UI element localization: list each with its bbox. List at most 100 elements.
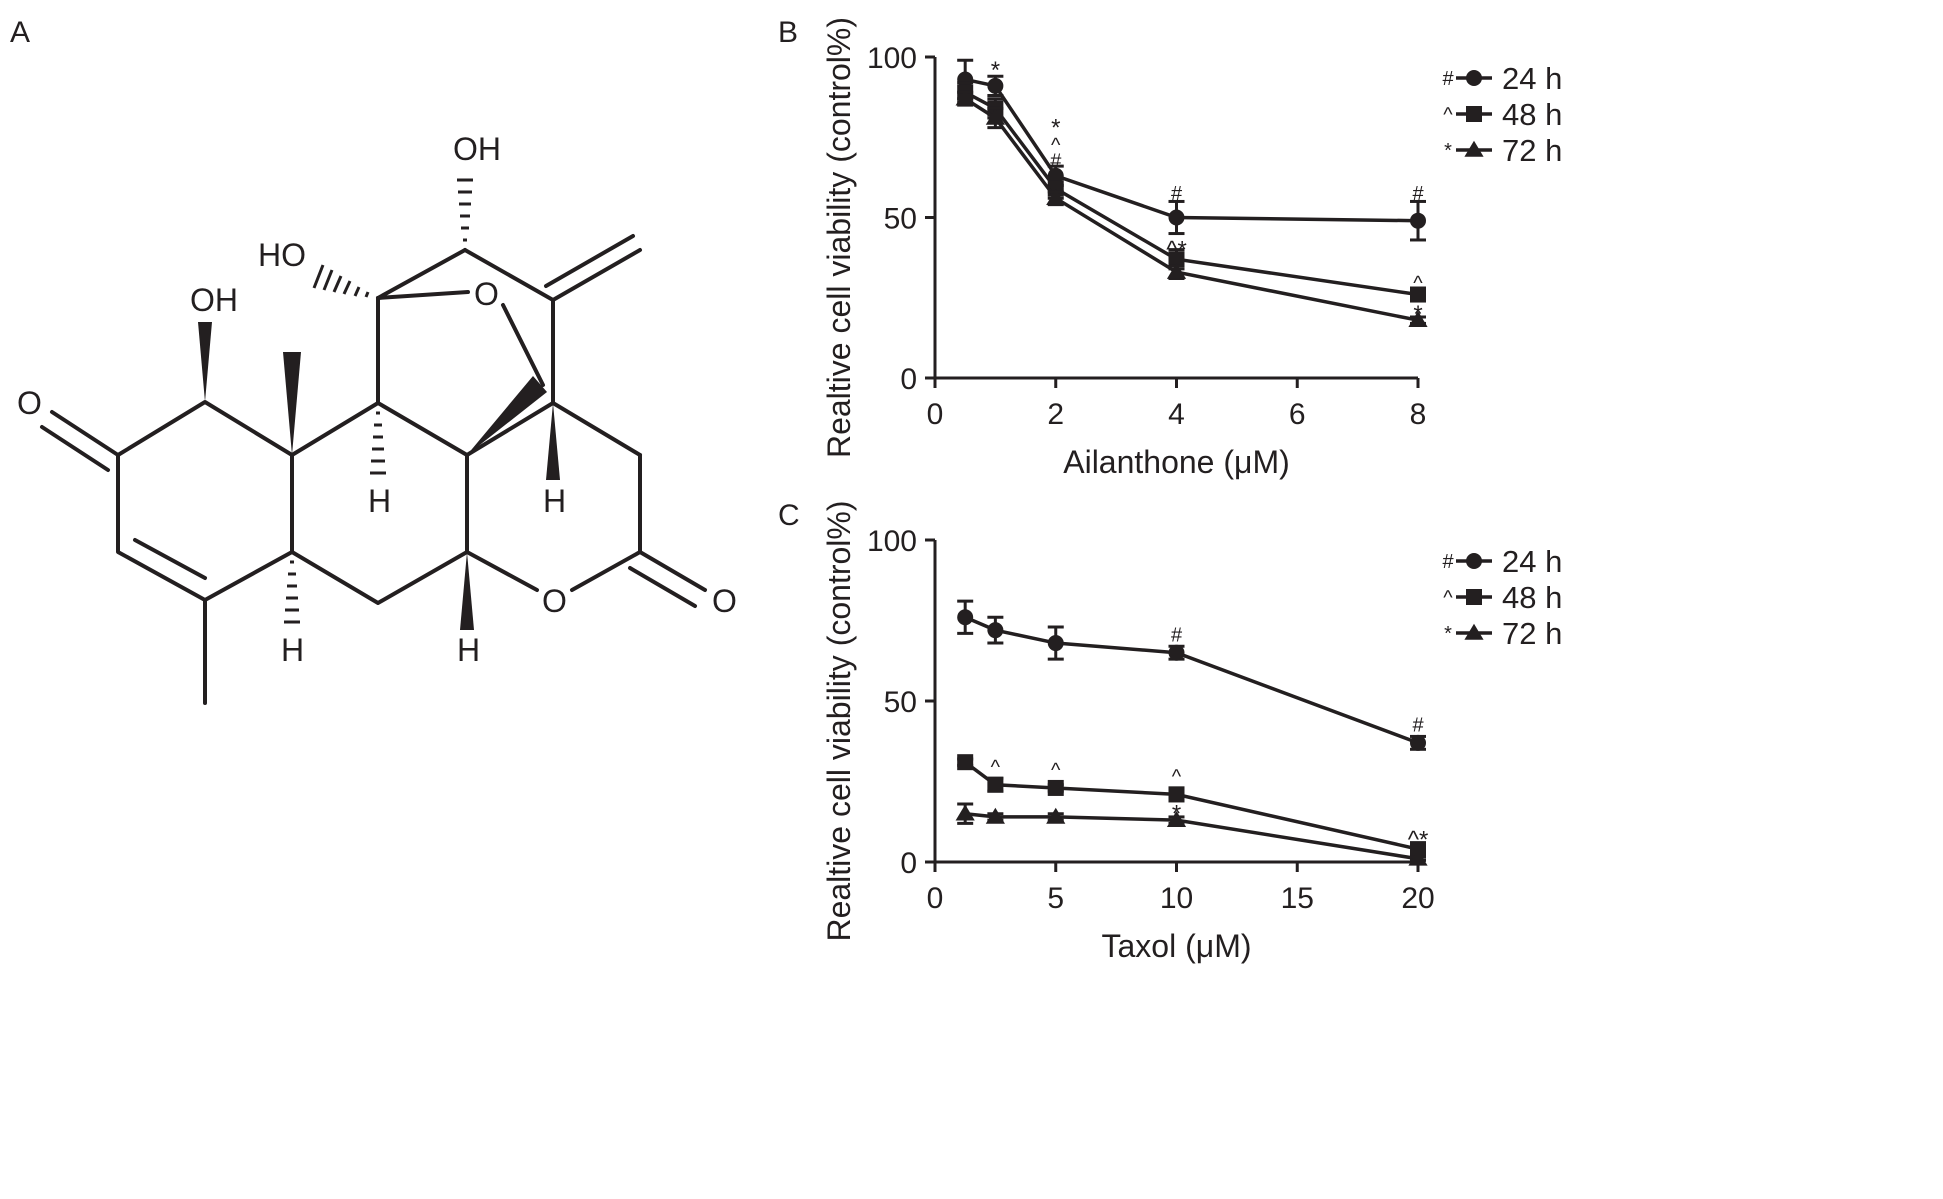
ring-a-bonds: [116, 400, 294, 602]
significance-mark: *: [1172, 801, 1181, 828]
legend-sig-mark: ^: [1443, 104, 1453, 126]
data-point: [955, 89, 975, 106]
panel-c: C 0 5 10 15 20 0 50 100 Taxol (μM) Realtive cell …: [778, 499, 1562, 964]
data-point: [1047, 635, 1064, 652]
atom-h-c5: H: [281, 632, 304, 668]
wedge-h-c14: [546, 403, 560, 480]
bond-c12-c13: [463, 248, 555, 302]
data-point: [1408, 849, 1428, 866]
legend-marker: [1466, 106, 1482, 122]
panel-label-c: C: [778, 499, 800, 532]
significance-mark: #: [1050, 151, 1062, 173]
significance-mark: ^*: [1166, 237, 1187, 264]
legend-sig-mark: *: [1444, 140, 1452, 162]
data-point: [987, 77, 1004, 94]
wedge-methyl-c10: [283, 352, 301, 455]
x-tick-label: 15: [1281, 882, 1314, 915]
data-point: [1410, 734, 1426, 751]
bond-c16-o: [570, 550, 642, 592]
x-tick-label: 4: [1168, 398, 1185, 431]
significance-mark: ^: [1051, 760, 1061, 782]
panel-a: A: [10, 16, 737, 705]
wedge-oh-c1: [198, 322, 212, 402]
legend-item-24-h: #24 h: [1442, 544, 1562, 579]
significance-mark: ^: [1413, 273, 1423, 295]
hash-h-c9: [370, 411, 386, 475]
y-axis-title: Realtive cell viability (control%): [821, 17, 857, 458]
carbonyl-bond-1: [638, 550, 707, 592]
x-tick-label: 8: [1410, 398, 1427, 431]
x-tick-label: 2: [1047, 398, 1064, 431]
series-48-h: [957, 754, 1426, 858]
bond-c11-c12: [376, 248, 467, 300]
significance-mark: ^*: [1408, 826, 1429, 853]
data-point: [1047, 779, 1064, 796]
ketone-bond-1: [50, 410, 120, 457]
atom-oh-ring-a: OH: [190, 282, 238, 318]
legend-label: 24 h: [1502, 544, 1562, 579]
significance-mark: #: [1412, 183, 1424, 205]
data-point: [1046, 807, 1066, 824]
hash-h-c5: [284, 560, 300, 624]
series-24-h: [957, 58, 1426, 242]
atom-h-c9: H: [368, 483, 391, 519]
ailanthone-structure: [40, 234, 707, 705]
panel-label-a: A: [10, 16, 30, 49]
data-point: [1168, 786, 1185, 803]
legend-marker: [1464, 623, 1484, 640]
data-point: [985, 108, 1005, 125]
legend-item-24-h: #24 h: [1442, 61, 1562, 96]
legend-marker: [1464, 140, 1484, 157]
panel-b: B 0 2 4 6 8 0 50 100 Ailanthone (μM) Realtive cel…: [778, 16, 1562, 480]
significance-mark: #: [1171, 624, 1183, 646]
legend-label: 72 h: [1502, 133, 1562, 168]
series-72-h: [955, 802, 1428, 866]
y-axis-title: Realtive cell viability (control%): [821, 500, 857, 941]
data-point: [957, 609, 974, 626]
chart-c: 0 5 10 15 20 0 50 100 Taxol (μM) Realtive cell vi…: [821, 500, 1562, 964]
data-point: [1410, 286, 1426, 303]
significance-mark: #: [1412, 715, 1424, 737]
legend-label: 72 h: [1502, 616, 1562, 651]
legend-label: 48 h: [1502, 97, 1562, 132]
series-72-h: [955, 89, 1428, 328]
bridge-bond-1: [376, 290, 470, 300]
data-point: [1410, 212, 1426, 229]
series-line: [964, 97, 1419, 322]
bond-c14-c8: [465, 401, 555, 457]
data-point: [1408, 311, 1428, 328]
atom-o-bridge: O: [474, 276, 499, 312]
data-point: [955, 804, 975, 821]
x-axis-title: Ailanthone (μM): [1063, 444, 1290, 480]
wedge-c8-bridge: [467, 376, 547, 455]
significance-mark: #: [1171, 183, 1183, 205]
methylene-bond-2: [544, 234, 635, 288]
data-point: [1166, 262, 1187, 279]
atom-ho-left: HO: [258, 237, 306, 273]
data-point: [1166, 810, 1187, 827]
series-line: [964, 77, 1419, 223]
data-point: [1046, 189, 1066, 206]
significance-mark: *: [1413, 301, 1422, 328]
atom-h-c14: H: [543, 483, 566, 519]
data-point: [1168, 644, 1185, 661]
y-tick-label: 50: [884, 686, 917, 719]
legend-label: 48 h: [1502, 580, 1562, 615]
hash-ho-c11: [312, 264, 370, 298]
y-tick-label: 100: [867, 525, 917, 558]
series-line: [964, 760, 1419, 851]
x-tick-label: 0: [927, 398, 944, 431]
carbonyl-bond-2: [628, 566, 697, 608]
significance-mark: ^: [1051, 135, 1061, 157]
x-tick-label: 10: [1160, 882, 1193, 915]
x-axis-title: Taxol (μM): [1102, 928, 1252, 964]
atom-oh-top: OH: [453, 131, 501, 167]
atom-o-carbonyl: O: [712, 583, 737, 619]
legend-marker: [1466, 70, 1482, 86]
legend-marker: [1466, 589, 1482, 605]
series-line: [964, 615, 1419, 745]
significance-mark: *: [1051, 115, 1060, 142]
y-tick-label: 0: [900, 363, 917, 396]
y-tick-label: 0: [900, 847, 917, 880]
